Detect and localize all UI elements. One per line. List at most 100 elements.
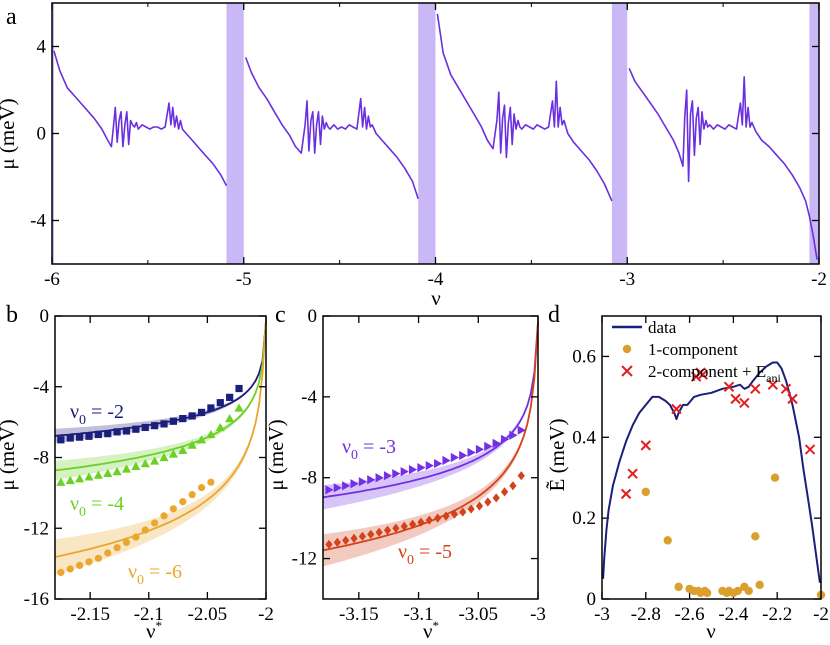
a-trace-segment: [436, 13, 613, 202]
b-xtick-label: -2.15: [70, 604, 110, 625]
d-2comp-point: [767, 379, 779, 390]
d-ytick-label: 0: [587, 589, 597, 610]
b-label-nu2: ν0 = -2: [70, 401, 124, 428]
a-band: [611, 3, 628, 264]
b-point: [151, 422, 159, 430]
c-ytick-label: -12: [292, 549, 317, 570]
c-ytick-label: -4: [301, 387, 317, 408]
b-point: [178, 445, 188, 455]
d-2comp-point: [750, 383, 761, 394]
b-point: [140, 459, 150, 468]
a-trace-segment: [53, 50, 228, 187]
a-ytick-label: -4: [30, 211, 46, 232]
c-point: [358, 477, 368, 487]
b-band: [55, 320, 266, 443]
d-2comp-point: [640, 440, 652, 451]
b-ytick-label: 0: [40, 306, 50, 327]
c-point: [383, 471, 393, 481]
panel-b: b -2.15 -2.1 -2.05 -2 -16 -12 -8 -4 0 μ (meV) ν*…: [0, 302, 274, 643]
b-point: [235, 384, 243, 393]
a-ylabel: μ (meV): [0, 98, 19, 169]
c-point: [358, 531, 367, 541]
a-band: [418, 3, 436, 264]
d-frame: [601, 315, 822, 600]
b-bands: [55, 319, 266, 575]
c-point: [408, 465, 418, 475]
b-fit-line: [54, 321, 267, 472]
b-point: [131, 461, 141, 470]
c-point: [367, 475, 376, 485]
d-1comp-point: [744, 586, 753, 596]
b-point: [66, 565, 74, 573]
b-point: [85, 558, 93, 566]
legend-2comp-swatch: [621, 365, 633, 377]
b-point: [168, 449, 178, 458]
d-2comp-stroke: [730, 393, 741, 405]
d-2comp-stroke: [620, 488, 632, 500]
b-ytick-label: -16: [24, 589, 49, 610]
d-1comp-point: [702, 588, 712, 598]
b-point: [196, 435, 207, 444]
b-ytick-label: -8: [33, 448, 49, 469]
c-band: [323, 320, 538, 510]
c-point: [400, 467, 409, 477]
c-point: [392, 469, 401, 479]
d-2comp-point: [787, 393, 798, 405]
d-xtick-label: -3: [594, 604, 610, 625]
c-point: [425, 460, 434, 471]
c-point: [392, 523, 400, 533]
d-2comp-point: [697, 369, 708, 380]
d-2comp-point: [730, 393, 741, 405]
c-label-nu3: ν0 = -3: [342, 436, 396, 463]
b-ticks: -2.15 -2.1 -2.05 -2 -16 -12 -8 -4 0: [24, 306, 274, 625]
c-point: [400, 521, 408, 531]
b-label-nu6: ν0 = -6: [128, 561, 182, 588]
a-ytick-label: 4: [37, 37, 47, 58]
b-point: [187, 440, 197, 449]
b-point: [215, 422, 225, 432]
b-point: [188, 412, 196, 420]
b-point: [104, 549, 112, 557]
c-point: [500, 487, 509, 497]
c-point: [375, 473, 384, 483]
c-point: [509, 430, 518, 440]
b-band: [55, 320, 266, 481]
a-xtick-label: -5: [236, 269, 252, 290]
d-2comp-point: [804, 444, 816, 455]
a-xlabel: ν: [431, 286, 441, 310]
d-xtick-label: -2: [813, 604, 829, 625]
b-point: [207, 404, 215, 412]
d-2comp-stroke: [627, 468, 638, 479]
panel-label-d: d: [548, 302, 560, 328]
b-point: [160, 420, 168, 428]
b-point: [197, 483, 206, 492]
c-point: [467, 504, 475, 514]
panel-label-c: c: [275, 302, 286, 328]
d-1comp-point: [674, 582, 683, 592]
c-band: [323, 320, 538, 567]
a-xtick-label: -4: [428, 269, 444, 290]
c-point: [450, 452, 459, 463]
d-ylabel: Ẽ (meV): [545, 419, 569, 492]
c-xtick-label: -3.05: [458, 604, 498, 625]
b-point: [206, 429, 216, 439]
c-point: [484, 497, 492, 507]
d-1comp-point: [751, 532, 760, 541]
panel-label-a: a: [6, 4, 17, 30]
c-point: [425, 515, 433, 525]
d-2comp-stroke: [640, 440, 652, 451]
d-marks: [602, 361, 826, 600]
d-xtick-label: -2.2: [762, 604, 792, 625]
c-point: [450, 509, 458, 519]
b-xtick-label: -2.1: [134, 604, 164, 625]
d-1comp-point: [733, 586, 742, 596]
a-ticks: -6 -5 -4 -3 -2 -4 0 4: [30, 3, 827, 290]
b-point: [84, 472, 94, 481]
c-point: [484, 441, 493, 451]
c-point: [517, 471, 525, 481]
b-points: [56, 384, 244, 577]
c-xtick-label: -3.15: [339, 604, 379, 625]
c-point: [434, 513, 442, 523]
b-point: [188, 491, 196, 499]
d-2comp-point: [627, 468, 638, 479]
